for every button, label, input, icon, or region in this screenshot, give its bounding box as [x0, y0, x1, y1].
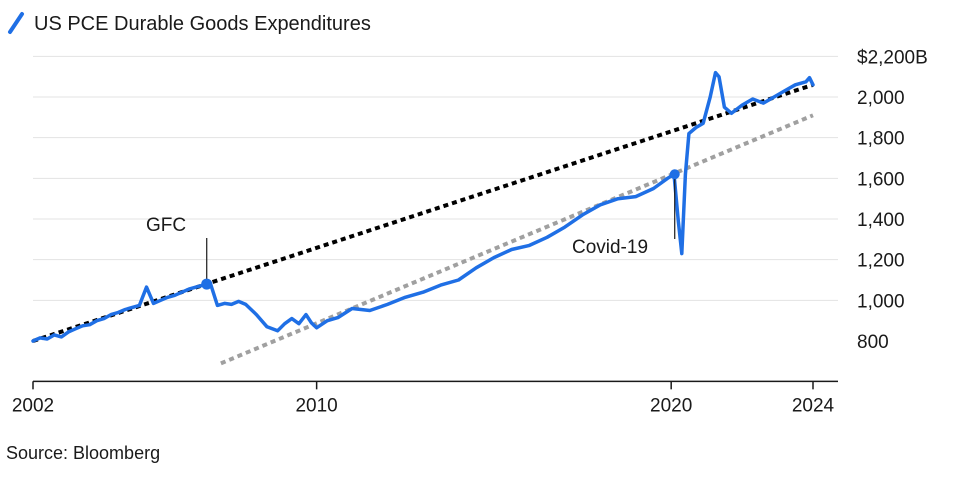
- y-tick-label: 1,200: [857, 251, 905, 272]
- y-axis: 800 1,000 1,200 1,400 1,600 1,800 2,000 $2,200B: [857, 47, 928, 353]
- series-line: [31, 70, 815, 343]
- x-axis: 2002 2010 2020 2024: [12, 380, 838, 416]
- y-tick-label: 1,600: [857, 169, 905, 190]
- annotations: GFC Covid-19: [146, 169, 680, 290]
- trend-line: [32, 82, 814, 343]
- gfc-label: GFC: [146, 215, 186, 236]
- source-note: Source: Bloomberg: [6, 443, 160, 463]
- covid-marker: [669, 169, 680, 180]
- x-tick-label: 2010: [295, 395, 337, 416]
- legend-label: US PCE Durable Goods Expenditures: [34, 13, 371, 35]
- y-tick-label: $2,200B: [857, 47, 928, 68]
- covid-label: Covid-19: [572, 237, 648, 258]
- legend: US PCE Durable Goods Expenditures: [8, 12, 371, 35]
- y-tick-label: 1,000: [857, 291, 905, 312]
- data-series: [31, 70, 815, 343]
- y-tick-label: 2,000: [857, 88, 905, 109]
- y-tick-label: 800: [857, 332, 889, 353]
- trend-line: [220, 113, 814, 366]
- x-tick-label: 2020: [650, 395, 692, 416]
- gfc-marker: [201, 278, 213, 290]
- y-tick-label: 1,400: [857, 210, 905, 231]
- x-tick-label: 2002: [12, 395, 54, 416]
- gridlines: [33, 55, 838, 301]
- y-tick-label: 1,800: [857, 129, 905, 150]
- x-tick-label: 2024: [792, 395, 835, 416]
- legend-swatch: [8, 12, 24, 34]
